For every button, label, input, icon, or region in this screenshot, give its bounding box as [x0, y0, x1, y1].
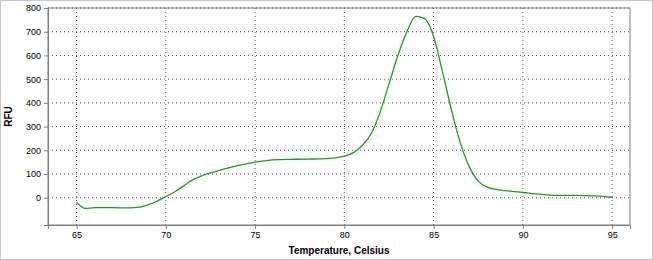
x-tick: 80	[340, 225, 350, 240]
x-tick-label: 85	[429, 230, 439, 240]
y-tick-label: 200	[26, 146, 41, 156]
grid-line-y	[48, 126, 630, 127]
y-tick-label: 0	[36, 193, 41, 203]
x-tick-mark	[434, 225, 435, 229]
x-tick: 90	[518, 225, 528, 240]
grid-line-x	[433, 8, 434, 225]
x-tick-label: 95	[608, 230, 618, 240]
y-tick-mark	[44, 32, 48, 33]
x-tick: 95	[608, 225, 618, 240]
y-tick-label: 600	[26, 51, 41, 61]
y-tick: 700	[26, 27, 48, 37]
plot-frame	[48, 8, 630, 225]
y-tick: 600	[26, 51, 48, 61]
grid-line-y	[48, 174, 630, 175]
grid-line-y	[48, 197, 630, 198]
x-axis: 65 70 75 80 85 90 95	[49, 225, 631, 240]
y-tick-label: 400	[26, 98, 41, 108]
x-tick-label: 75	[251, 230, 261, 240]
y-tick: 200	[26, 146, 48, 156]
x-tick-mark	[255, 225, 256, 229]
x-tick: 65	[72, 225, 82, 240]
grid-line-x	[165, 8, 166, 225]
outer-border	[1, 1, 653, 260]
y-tick-label: 300	[26, 122, 41, 132]
y-tick-mark	[44, 103, 48, 104]
y-tick-label: 500	[26, 75, 41, 85]
y-tick-mark	[44, 8, 48, 9]
x-tick-label: 90	[518, 230, 528, 240]
grid-line-x	[612, 8, 613, 225]
y-axis: 0 100 200 300 400 500 600 700 800	[26, 3, 49, 225]
x-tick-label: 70	[161, 230, 171, 240]
y-axis-line	[44, 9, 49, 226]
x-tick-mark	[77, 225, 78, 229]
y-tick: 300	[26, 122, 48, 132]
x-tick-mark	[344, 225, 345, 229]
x-tick: 70	[161, 225, 171, 240]
grid-line-y	[48, 150, 630, 151]
x-tick-mark	[166, 225, 167, 229]
y-tick: 400	[26, 98, 48, 108]
y-axis-title: RFU	[3, 106, 14, 127]
y-tick-label: 700	[26, 27, 41, 37]
x-axis-line	[49, 226, 631, 230]
grid	[48, 8, 630, 225]
grid-line-y	[48, 102, 630, 103]
grid-line-y	[48, 55, 630, 56]
x-tick: 75	[251, 225, 261, 240]
x-tick-mark	[523, 225, 524, 229]
y-tick-mark	[44, 150, 48, 151]
grid-line-y	[48, 31, 630, 32]
y-tick-label: 100	[26, 169, 41, 179]
grid-line-x	[76, 8, 77, 225]
x-axis-title: Temperature, Celsius	[289, 245, 390, 256]
grid-line-x	[255, 8, 256, 225]
y-tick: 0	[36, 193, 48, 203]
plot-area	[77, 16, 613, 208]
x-tick: 85	[429, 225, 439, 240]
x-tick-label: 80	[340, 230, 350, 240]
x-tick-mark	[612, 225, 613, 229]
y-tick-mark	[44, 55, 48, 56]
grid-line-x	[344, 8, 345, 225]
y-tick: 800	[26, 3, 48, 13]
y-tick-mark	[44, 127, 48, 128]
y-tick-mark	[44, 174, 48, 175]
y-tick-label: 800	[26, 3, 41, 13]
y-tick: 500	[26, 75, 48, 85]
y-tick-mark	[44, 79, 48, 80]
melt-curve	[77, 16, 613, 208]
y-tick: 100	[26, 169, 48, 179]
x-tick-label: 65	[72, 230, 82, 240]
y-tick-mark	[44, 198, 48, 199]
grid-line-y	[48, 79, 630, 80]
